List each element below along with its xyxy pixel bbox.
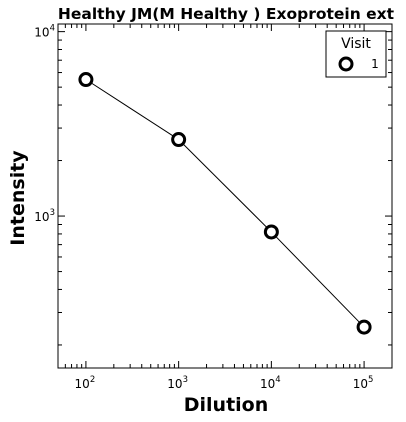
legend-box xyxy=(325,30,387,78)
data-point xyxy=(263,224,279,240)
y-tick-label: 103 xyxy=(34,208,55,224)
data-point xyxy=(171,132,187,148)
axis-ticks xyxy=(57,24,393,368)
x-tick-label: 105 xyxy=(353,375,374,391)
x-tick-label: 104 xyxy=(260,375,281,391)
x-tick-label: 102 xyxy=(75,375,96,391)
data-point xyxy=(356,319,372,335)
y-axis-label: Intensity xyxy=(7,150,29,246)
plot-frame xyxy=(57,23,393,369)
tick-labels: 102 103 104 105 103 104 xyxy=(34,24,373,391)
series-layer xyxy=(78,72,372,335)
series-line xyxy=(85,79,365,328)
y-tick-label: 104 xyxy=(34,24,55,40)
legend-entry-label: 1 xyxy=(371,57,379,71)
legend-title: Visit xyxy=(341,36,371,52)
x-tick-label: 103 xyxy=(167,375,188,391)
chart-title: Healthy JM(M Healthy ) Exoprotein ext xyxy=(58,5,395,23)
legend-marker xyxy=(338,56,354,72)
legend: Visit 1 xyxy=(325,30,387,78)
x-axis-label: Dilution xyxy=(184,394,269,416)
data-point xyxy=(78,72,94,88)
